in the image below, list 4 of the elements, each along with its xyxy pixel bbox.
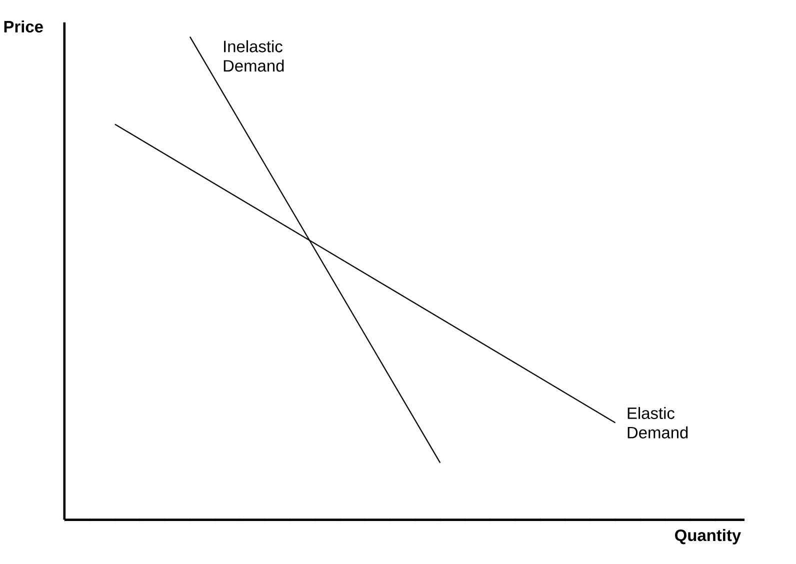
series-label: Inelastic Demand bbox=[224, 40, 284, 72]
series-label: Elastic Demand bbox=[628, 406, 688, 438]
x-axis-title: Quantity bbox=[675, 528, 742, 544]
y-axis-title: Price bbox=[4, 20, 43, 32]
